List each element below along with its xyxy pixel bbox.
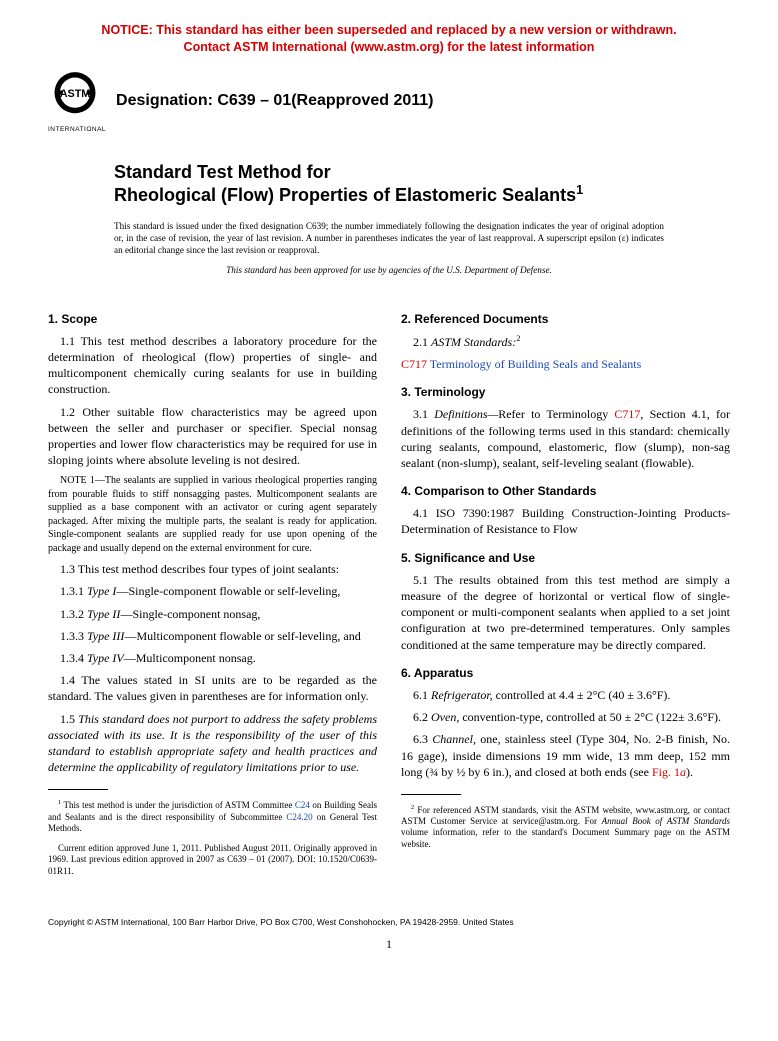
para-6-1: 6.1 Refrigerator, controlled at 4.4 ± 2°… (401, 687, 730, 703)
link-c717-inline[interactable]: C717 (614, 407, 640, 421)
refdoc-heading: 2. Referenced Documents (401, 311, 730, 327)
link-c717-red[interactable]: C717 (401, 357, 427, 371)
right-column: 2. Referenced Documents 2.1 ASTM Standar… (401, 299, 730, 881)
header-row: ASTM INTERNATIONAL Designation: C639 – 0… (48, 70, 730, 133)
para-5-1: 5.1 The results obtained from this test … (401, 572, 730, 653)
para-1-3: 1.3 This test method describes four type… (48, 561, 377, 577)
notice-line1: NOTICE: This standard has either been su… (101, 23, 676, 37)
terminology-heading: 3. Terminology (401, 384, 730, 400)
note-label: NOTE 1— (60, 475, 105, 486)
title-line2: Rheological (Flow) Properties of Elastom… (114, 183, 730, 207)
footnote-separator (48, 789, 108, 790)
designation: Designation: C639 – 01(Reapproved 2011) (116, 92, 433, 110)
para-1-3-4: 1.3.4 Type IV—Multicomponent nonsag. (48, 650, 377, 666)
para-1-3-2: 1.3.2 Type II—Single-component nonsag, (48, 606, 377, 622)
left-column: 1. Scope 1.1 This test method describes … (48, 299, 377, 881)
content-columns: 1. Scope 1.1 This test method describes … (48, 299, 730, 881)
para-2-1: 2.1 ASTM Standards:2 (401, 333, 730, 350)
scope-heading: 1. Scope (48, 311, 377, 327)
issuance-note: This standard is issued under the fixed … (114, 221, 664, 257)
notice-line2: Contact ASTM International (www.astm.org… (184, 40, 595, 54)
approval-note: This standard has been approved for use … (114, 265, 664, 275)
para-1-3-3: 1.3.3 Type III—Multicomponent flowable o… (48, 628, 377, 644)
notice-banner: NOTICE: This standard has either been su… (48, 22, 730, 56)
svg-text:ASTM: ASTM (60, 88, 91, 100)
footnote-2: 2 For referenced ASTM standards, visit t… (401, 804, 730, 850)
para-1-2: 1.2 Other suitable flow characteristics … (48, 404, 377, 469)
page: NOTICE: This standard has either been su… (0, 0, 778, 992)
title-sup: 1 (576, 183, 583, 197)
note-1: NOTE 1—The sealants are supplied in vari… (48, 474, 377, 555)
title-line1: Standard Test Method for (114, 161, 730, 184)
para-4-1: 4.1 ISO 7390:1987 Building Construction-… (401, 505, 730, 537)
comparison-heading: 4. Comparison to Other Standards (401, 483, 730, 499)
title-text: Rheological (Flow) Properties of Elastom… (114, 185, 576, 205)
copyright: Copyright © ASTM International, 100 Barr… (48, 917, 730, 927)
apparatus-heading: 6. Apparatus (401, 665, 730, 681)
footnote-separator-right (401, 794, 461, 795)
para-1-1: 1.1 This test method describes a laborat… (48, 333, 377, 398)
title-block: Standard Test Method for Rheological (Fl… (114, 161, 730, 207)
logo-label: INTERNATIONAL (48, 126, 106, 133)
note-body: The sealants are supplied in various rhe… (48, 475, 377, 554)
link-c24-20[interactable]: C24.20 (286, 812, 312, 822)
link-c24[interactable]: C24 (295, 800, 310, 810)
para-6-3: 6.3 Channel, one, stainless steel (Type … (401, 731, 730, 780)
link-c717-title[interactable]: Terminology of Building Seals and Sealan… (427, 357, 641, 371)
significance-heading: 5. Significance and Use (401, 550, 730, 566)
para-1-3-1: 1.3.1 Type I—Single-component flowable o… (48, 583, 377, 599)
footnote-1b: Current edition approved June 1, 2011. P… (48, 843, 377, 877)
page-number: 1 (48, 937, 730, 952)
para-1-4: 1.4 The values stated in SI units are to… (48, 672, 377, 704)
astm-logo: ASTM INTERNATIONAL (48, 70, 106, 133)
ref-c717: C717 Terminology of Building Seals and S… (401, 356, 730, 372)
footnote-1: 1 This test method is under the jurisdic… (48, 799, 377, 834)
page-footer: Copyright © ASTM International, 100 Barr… (48, 917, 730, 952)
para-6-2: 6.2 Oven, convention-type, controlled at… (401, 709, 730, 725)
para-1-5: 1.5 This standard does not purport to ad… (48, 711, 377, 776)
link-fig1[interactable]: Fig. 1 (652, 765, 680, 779)
para-3-1: 3.1 Definitions—Refer to Terminology C71… (401, 406, 730, 471)
